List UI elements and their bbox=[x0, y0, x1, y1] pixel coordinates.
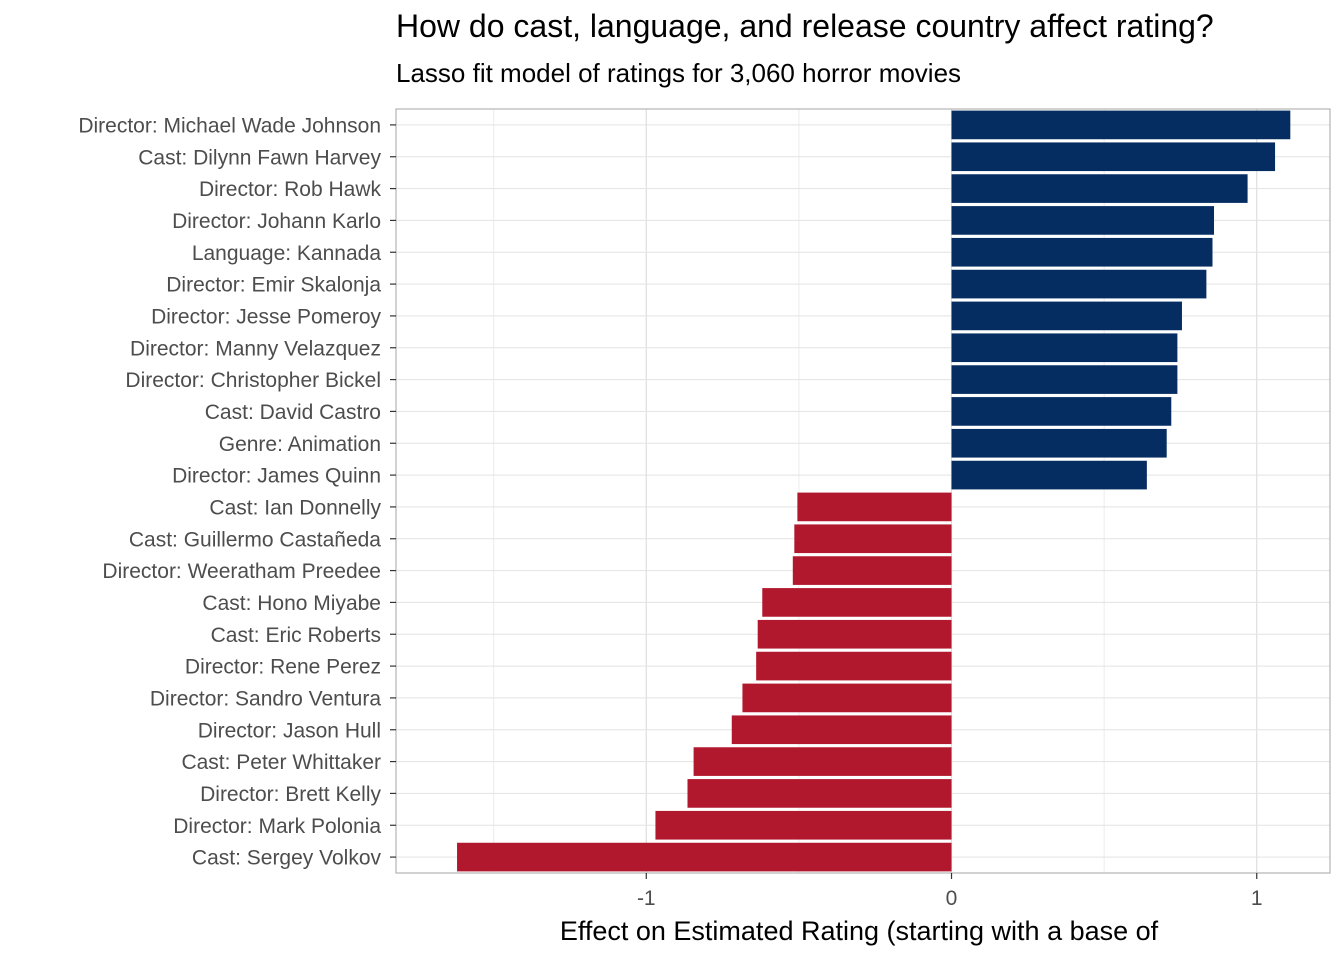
bar bbox=[742, 683, 952, 713]
bar bbox=[951, 142, 1276, 172]
bar bbox=[687, 779, 952, 808]
bar bbox=[951, 301, 1182, 331]
y-tick-label: Director: Jason Hull bbox=[198, 719, 381, 742]
x-tick-label: -1 bbox=[637, 887, 656, 910]
y-tick-label: Director: Brett Kelly bbox=[200, 783, 381, 806]
x-tick-label: 1 bbox=[1251, 887, 1263, 910]
y-tick-label: Director: Johann Karlo bbox=[172, 210, 381, 233]
bar bbox=[797, 492, 952, 522]
y-tick-label: Cast: David Castro bbox=[205, 401, 381, 424]
bar bbox=[762, 588, 952, 617]
y-tick-label: Director: Jesse Pomeroy bbox=[151, 305, 381, 328]
bar bbox=[951, 460, 1147, 490]
bar bbox=[792, 556, 952, 585]
bar bbox=[756, 651, 952, 681]
y-tick-label: Director: Weeratham Preedee bbox=[102, 560, 381, 583]
y-tick-label: Director: Michael Wade Johnson bbox=[78, 114, 381, 137]
y-tick-label: Director: Sandro Ventura bbox=[150, 687, 381, 710]
chart-title: How do cast, language, and release count… bbox=[396, 8, 1214, 44]
bar bbox=[655, 810, 952, 840]
y-tick-label: Director: Rene Perez bbox=[185, 656, 381, 679]
y-tick-label: Cast: Peter Whittaker bbox=[181, 751, 381, 774]
y-tick-label: Director: Christopher Bickel bbox=[125, 369, 381, 392]
y-tick-label: Director: James Quinn bbox=[172, 465, 381, 488]
y-tick-label: Cast: Guillermo Castañeda bbox=[129, 528, 381, 551]
chart-subtitle: Lasso fit model of ratings for 3,060 hor… bbox=[396, 58, 962, 88]
bar bbox=[951, 110, 1291, 140]
bar bbox=[951, 365, 1178, 394]
y-tick-label: Cast: Eric Roberts bbox=[211, 624, 381, 647]
bars bbox=[457, 110, 1291, 872]
bar bbox=[731, 715, 952, 745]
bar bbox=[951, 206, 1215, 235]
x-tick-label: 0 bbox=[946, 887, 958, 910]
y-tick-label: Director: Mark Polonia bbox=[173, 815, 381, 838]
x-axis-title: Effect on Estimated Rating (starting wit… bbox=[560, 916, 1159, 946]
y-tick-label: Genre: Animation bbox=[219, 433, 381, 456]
bar bbox=[951, 174, 1248, 203]
y-tick-label: Director: Emir Skalonja bbox=[166, 274, 381, 297]
y-tick-label: Director: Rob Hawk bbox=[199, 178, 382, 201]
y-tick-label: Language: Kannada bbox=[192, 242, 382, 265]
panel-border bbox=[395, 108, 1331, 874]
y-tick-label: Cast: Ian Donnelly bbox=[209, 496, 381, 519]
bar bbox=[951, 269, 1207, 299]
bar bbox=[794, 524, 952, 554]
bar bbox=[951, 333, 1178, 363]
bar bbox=[457, 842, 952, 872]
bar bbox=[951, 237, 1213, 267]
y-tick-label: Cast: Hono Miyabe bbox=[202, 592, 381, 615]
y-axis: Director: Michael Wade Johnson Cast: Dily… bbox=[78, 114, 396, 870]
x-axis: -1 0 1 bbox=[637, 873, 1263, 910]
bar bbox=[951, 428, 1167, 458]
y-tick-label: Cast: Dilynn Fawn Harvey bbox=[138, 146, 381, 169]
y-tick-label: Cast: Sergey Volkov bbox=[192, 847, 382, 870]
y-tick-label: Director: Manny Velazquez bbox=[130, 337, 381, 360]
bar bbox=[757, 619, 952, 649]
bar bbox=[951, 397, 1172, 426]
bar bbox=[693, 747, 952, 776]
